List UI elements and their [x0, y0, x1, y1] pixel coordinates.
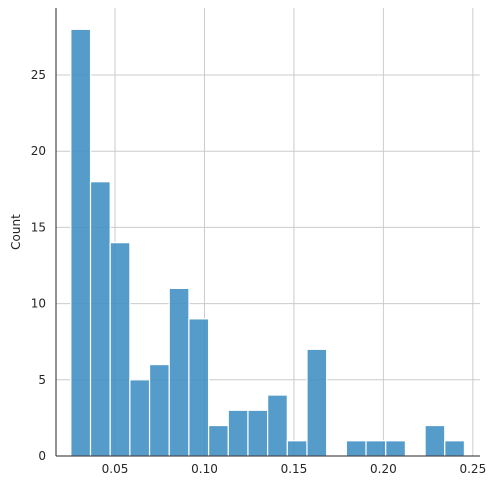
- histogram-bar-0: [70, 28, 92, 457]
- histogram-bar-19: [444, 440, 466, 457]
- histogram-bar-6: [188, 318, 210, 457]
- x-tick-label-1: 0.10: [191, 462, 218, 476]
- x-tick-label-2: 0.15: [281, 462, 308, 476]
- y-tick-label-2: 10: [31, 297, 46, 311]
- histogram-bar-3: [129, 379, 151, 457]
- histogram-bar-4: [148, 363, 170, 457]
- x-tick-labels: 0.05 0.10 0.15 0.20 0.25: [102, 462, 487, 476]
- histogram-bar-8: [227, 409, 249, 457]
- y-tick-label-3: 15: [31, 220, 46, 234]
- y-tick-label-0: 0: [38, 449, 46, 463]
- histogram-bar-10: [267, 394, 288, 457]
- x-tick-label-0: 0.05: [102, 462, 129, 476]
- histogram-bar-11: [286, 440, 308, 457]
- y-tick-label-4: 20: [31, 144, 46, 158]
- histogram-bars: [70, 28, 466, 457]
- histogram-bar-15: [365, 440, 387, 457]
- histogram-bar-5: [168, 287, 190, 457]
- histogram-bar-12: [306, 348, 328, 457]
- histogram-bar-7: [208, 424, 229, 457]
- y-axis-label: Count: [9, 214, 23, 250]
- x-tick-label-4: 0.25: [459, 462, 486, 476]
- histogram-bar-14: [345, 440, 367, 457]
- histogram-bar-1: [89, 181, 111, 457]
- y-tick-labels: 0 5 10 15 20 25: [31, 68, 46, 463]
- histogram-bar-16: [385, 440, 406, 457]
- histogram-bar-9: [247, 409, 269, 457]
- y-tick-label-5: 25: [31, 68, 46, 82]
- y-tick-label-1: 5: [38, 373, 46, 387]
- x-tick-label-3: 0.20: [370, 462, 397, 476]
- histogram-bar-2: [109, 242, 131, 457]
- histogram-bar-18: [424, 424, 446, 457]
